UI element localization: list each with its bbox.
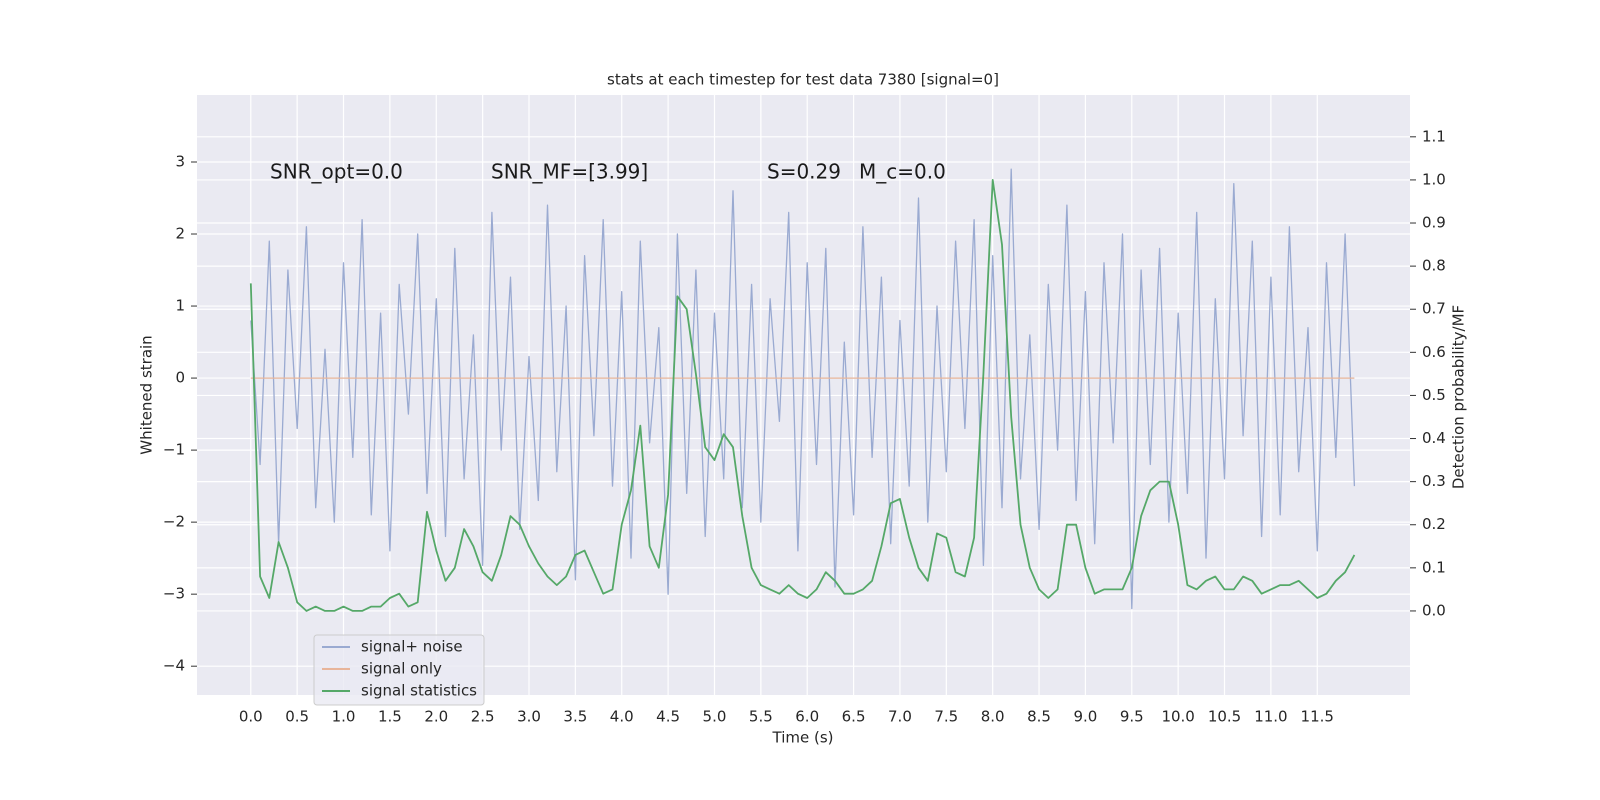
x-tick-label: 6.5 [842,708,866,726]
x-tick-label: 11.5 [1301,708,1334,726]
legend-label: signal statistics [361,682,477,700]
x-tick-label: 8.0 [981,708,1005,726]
y2-tick-label: 0.0 [1422,601,1446,619]
x-tick-label: 4.0 [610,708,634,726]
x-tick-label: 1.5 [378,708,402,726]
y-tick-label: 1 [175,297,185,315]
x-tick-label: 9.5 [1120,708,1144,726]
marks [249,168,1356,612]
y2-tick-label: 0.6 [1422,343,1446,361]
y-tick-label: 3 [175,152,185,170]
x-tick-label: 7.5 [934,708,958,726]
y2-tick-label: 0.3 [1422,472,1446,490]
y2-tick-label: 0.7 [1422,300,1446,318]
x-tick-label: 8.5 [1027,708,1051,726]
y2-axis-label: Detection probability/MF [1450,305,1468,489]
x-tick-label: 2.5 [471,708,495,726]
annotation: M_c=0.0 [859,160,946,184]
x-tick-label: 7.0 [888,708,912,726]
y2-tick-label: 0.8 [1422,257,1446,275]
x-tick-label: 6.0 [795,708,819,726]
legend-label: signal only [361,660,442,678]
y-axis-label: Whitened strain [138,335,156,454]
chart-title: stats at each timestep for test data 738… [607,71,999,89]
x-tick-label: 0.0 [239,708,263,726]
y-tick-label: −3 [163,585,185,603]
x-tick-label: 0.5 [285,708,309,726]
x-tick-label: 4.5 [656,708,680,726]
y-tick-label: 2 [175,225,185,243]
y2-tick-label: 0.2 [1422,515,1446,533]
x-tick-label: 5.5 [749,708,773,726]
x-tick-label: 11.0 [1254,708,1287,726]
x-tick-label: 3.0 [517,708,541,726]
y2-tick-label: 0.1 [1422,558,1446,576]
x-tick-label: 1.0 [332,708,356,726]
y2-tick-label: 0.5 [1422,386,1446,404]
x-axis-label: Time (s) [772,729,834,747]
x-tick-label: 10.0 [1161,708,1194,726]
annotation: S=0.29 [767,160,841,184]
series-line [249,179,1356,612]
y2-tick-label: 1.0 [1422,170,1446,188]
y-tick-label: −1 [163,441,185,459]
legend-label: signal+ noise [361,638,463,656]
annotation: SNR_opt=0.0 [270,160,403,184]
y-tick-label: 0 [175,369,185,387]
x-tick-label: 2.0 [424,708,448,726]
x-tick-label: 10.5 [1208,708,1241,726]
x-tick-label: 9.0 [1073,708,1097,726]
annotation: SNR_MF=[3.99] [491,160,648,184]
y2-tick-label: 1.1 [1422,127,1446,145]
legend-box [313,634,485,706]
y-tick-label: −4 [163,657,185,675]
x-tick-label: 3.5 [563,708,587,726]
y2-tick-label: 0.9 [1422,214,1446,232]
x-tick-label: 5.0 [703,708,727,726]
y2-tick-label: 0.4 [1422,429,1446,447]
y-tick-label: −2 [163,513,185,531]
